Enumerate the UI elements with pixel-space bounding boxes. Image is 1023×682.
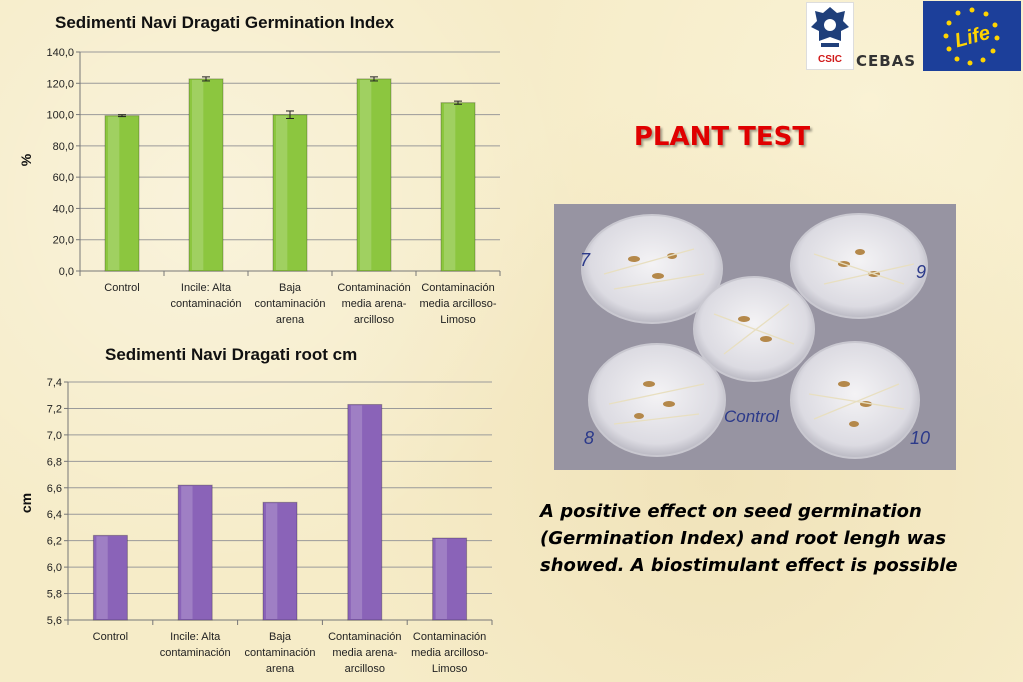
- dish-label: 8: [584, 428, 594, 448]
- bar-highlight: [444, 103, 456, 270]
- dish-label: 7: [580, 250, 591, 270]
- y-tick-label: 40,0: [53, 203, 74, 215]
- chart-title: Sedimenti Navi Dragati Germination Index: [55, 13, 395, 32]
- petri-dishes: [581, 213, 928, 459]
- life-logo: Life: [923, 1, 1021, 71]
- chart-title: Sedimenti Navi Dragati root cm: [105, 345, 357, 364]
- bar: [356, 78, 392, 272]
- y-tick-label: 5,6: [47, 615, 62, 627]
- y-tick-label: 60,0: [53, 172, 74, 184]
- x-tick-label: Incile: Alta contaminación: [160, 631, 231, 659]
- x-tick-label: Baja contaminación arena: [255, 282, 326, 326]
- y-tick-label: 7,4: [47, 377, 62, 389]
- y-tick-label: 6,2: [47, 536, 62, 548]
- y-axis-label: %: [18, 153, 34, 166]
- y-tick-label: 7,2: [47, 403, 62, 415]
- bar-highlight: [350, 405, 363, 619]
- y-tick-label: 80,0: [53, 141, 74, 153]
- bar-highlight: [266, 503, 278, 619]
- x-tick-label: Control: [104, 282, 139, 294]
- y-tick-label: 5,8: [47, 589, 62, 601]
- csic-emblem-icon: [811, 7, 849, 47]
- y-axis-label: cm: [18, 493, 34, 513]
- bar-highlight: [192, 79, 204, 270]
- bar-highlight: [360, 79, 372, 270]
- x-tick-label: Control: [93, 631, 128, 643]
- bar: [177, 484, 213, 621]
- y-tick-label: 7,0: [47, 430, 62, 442]
- bar-highlight: [181, 486, 193, 619]
- cebas-logo: CEBAS: [856, 52, 917, 70]
- dish-label: 9: [916, 262, 926, 282]
- dish-label: Control: [724, 407, 780, 426]
- x-tick-label: Contaminación media arcilloso-Limoso: [419, 282, 496, 326]
- bar: [347, 403, 383, 621]
- bar: [188, 78, 224, 272]
- bar: [440, 102, 476, 272]
- plant-test-title: PLANT TEST: [633, 122, 811, 152]
- x-tick-label: Contaminación media arena-arcilloso: [328, 631, 401, 675]
- x-tick-label: Baja contaminación arena: [245, 631, 316, 675]
- bar-highlight: [108, 116, 120, 270]
- csic-label: CSIC: [818, 54, 842, 65]
- dish-label: 10: [910, 428, 930, 448]
- y-tick-label: 0,0: [59, 266, 74, 278]
- y-tick-label: 6,8: [47, 456, 62, 468]
- y-tick-label: 140,0: [46, 47, 74, 59]
- eu-stars-icon: [943, 7, 1000, 66]
- x-tick-label: Incile: Alta contaminación: [171, 282, 242, 310]
- bar-highlight: [276, 115, 288, 270]
- y-tick-label: 20,0: [53, 235, 74, 247]
- bar: [272, 114, 308, 272]
- bar: [92, 534, 128, 621]
- bar: [104, 115, 140, 272]
- csic-logo: CSIC: [806, 2, 854, 70]
- conclusion-text: A positive effect on seed germination (G…: [540, 501, 958, 576]
- bar: [432, 537, 468, 621]
- y-tick-label: 6,0: [47, 562, 62, 574]
- y-tick-label: 120,0: [46, 78, 74, 90]
- x-tick-label: Contaminación media arcilloso-Limoso: [411, 631, 488, 675]
- bar-highlight: [96, 536, 108, 619]
- germination-index-chart: Sedimenti Navi Dragati Germination Index…: [18, 13, 501, 326]
- y-tick-label: 100,0: [46, 110, 74, 122]
- x-tick-label: Contaminación media arena-arcilloso: [337, 282, 410, 326]
- bar: [262, 501, 298, 621]
- y-tick-label: 6,6: [47, 483, 62, 495]
- y-tick-label: 6,4: [47, 509, 62, 521]
- root-length-chart: Sedimenti Navi Dragati root cm cm 5,6 5,8…: [18, 345, 493, 675]
- life-label: Life: [952, 22, 992, 52]
- bar-highlight: [435, 539, 447, 619]
- petri-dish-photo: 7 9 8 10 Control: [554, 204, 956, 470]
